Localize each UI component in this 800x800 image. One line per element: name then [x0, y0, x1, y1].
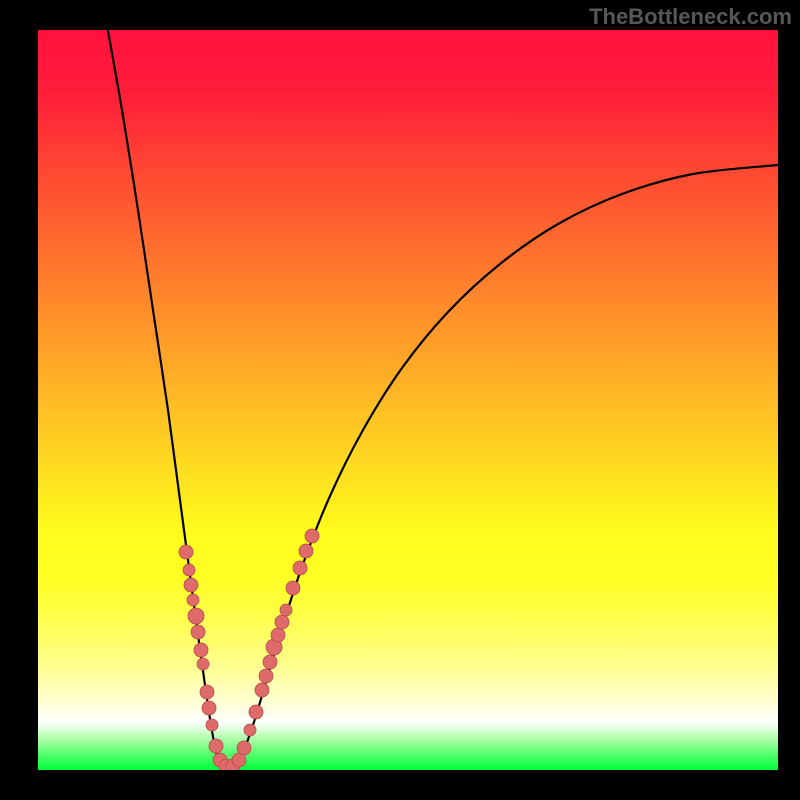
data-point — [255, 683, 269, 697]
data-point — [263, 655, 277, 669]
data-point — [209, 739, 223, 753]
data-point — [197, 658, 209, 670]
data-point — [259, 669, 273, 683]
data-point — [184, 578, 198, 592]
data-point — [202, 701, 216, 715]
data-point — [179, 545, 193, 559]
curve-right-branch — [236, 165, 778, 766]
data-point — [275, 615, 289, 629]
watermark-text: TheBottleneck.com — [589, 4, 792, 30]
data-point — [249, 705, 263, 719]
data-point — [194, 643, 208, 657]
data-point — [299, 544, 313, 558]
chart-container: TheBottleneck.com — [0, 0, 800, 800]
plot-area — [38, 30, 778, 770]
data-point — [206, 719, 218, 731]
data-point — [286, 581, 300, 595]
data-point — [200, 685, 214, 699]
data-point — [280, 604, 292, 616]
data-point — [237, 741, 251, 755]
data-point — [191, 625, 205, 639]
data-point — [305, 529, 319, 543]
data-point — [188, 608, 204, 624]
data-point — [293, 561, 307, 575]
data-point — [187, 594, 199, 606]
data-point — [271, 628, 285, 642]
data-markers — [179, 529, 319, 770]
data-point — [183, 564, 195, 576]
curve-layer — [38, 30, 778, 770]
data-point — [244, 724, 256, 736]
